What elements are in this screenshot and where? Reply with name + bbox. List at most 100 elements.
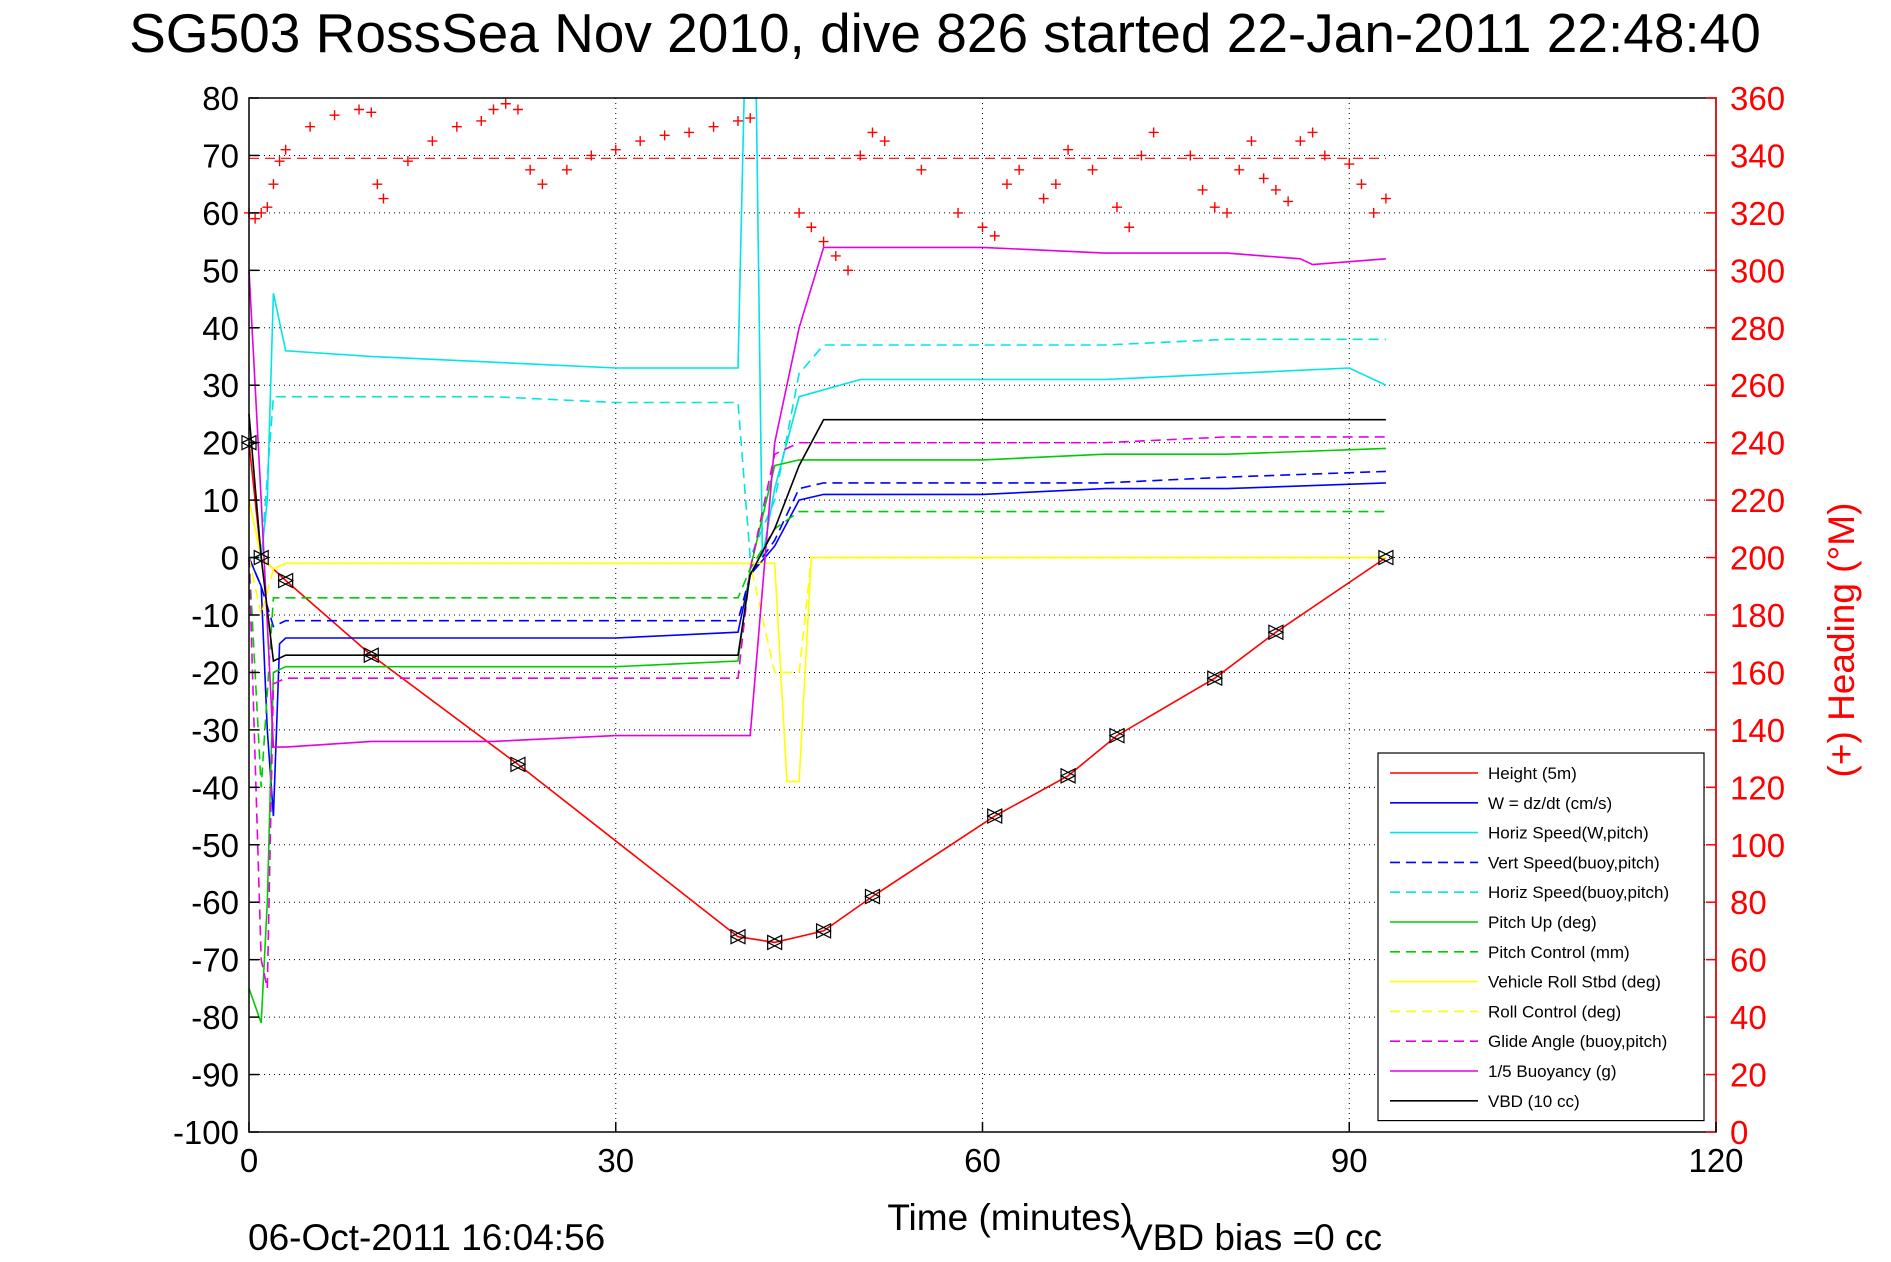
heading-point <box>1356 179 1367 190</box>
left-tick-label: -80 <box>191 999 239 1036</box>
right-axis-label: (+) Heading (°M) <box>1821 503 1862 778</box>
series-line-height-5m <box>248 442 1387 944</box>
right-tick-label: 40 <box>1730 999 1767 1036</box>
heading-point <box>537 179 548 190</box>
height-sample-marker <box>815 922 832 939</box>
legend-label-vert-speed-buoy-pitch: Vert Speed(buoy,pitch) <box>1488 853 1660 872</box>
heading-point <box>1185 150 1196 161</box>
series-line-roll-control-deg <box>248 556 1386 674</box>
left-axis-ticks: 80 70 60 50 40 30 20 10 0 -10 -20 -30 -40 -50 -60 -70 -8… <box>173 80 259 1151</box>
heading-point <box>818 236 829 247</box>
left-tick-label: -50 <box>191 827 239 864</box>
heading-point <box>1063 144 1074 155</box>
heading-point <box>354 104 365 115</box>
heading-point <box>1111 202 1122 213</box>
heading-point <box>1197 184 1208 195</box>
heading-point <box>402 156 413 167</box>
x-tick-label: 90 <box>1331 1142 1368 1179</box>
heading-point <box>989 230 1000 241</box>
left-tick-label: 30 <box>202 367 239 404</box>
heading-point <box>1148 127 1159 138</box>
heading-point <box>745 113 756 124</box>
heading-point <box>867 127 878 138</box>
plot-lines <box>248 97 1387 1024</box>
height-sample-marker <box>729 928 747 945</box>
right-tick-label: 340 <box>1730 137 1785 174</box>
legend-box <box>1377 752 1705 1122</box>
heading-point <box>684 127 695 138</box>
right-tick-label: 360 <box>1730 80 1785 117</box>
heading-point <box>1234 164 1245 175</box>
left-tick-label: -30 <box>191 712 239 749</box>
right-axis-ticks: 3603403203002802602402202001801601401201… <box>1706 80 1785 1151</box>
heading-point <box>794 207 805 218</box>
heading-point <box>916 164 927 175</box>
heading-point <box>427 136 438 147</box>
legend-label-vbd-10-cc: VBD (10 cc) <box>1488 1092 1580 1111</box>
legend-label-height-5m: Height (5m) <box>1488 764 1577 783</box>
heading-point <box>366 107 377 118</box>
left-tick-label: -90 <box>191 1057 239 1094</box>
height-sample-marker <box>864 888 881 905</box>
right-tick-label: 220 <box>1730 482 1785 519</box>
legend-label-pitch-up-deg: Pitch Up (deg) <box>1488 913 1597 932</box>
legend-label-horiz-speed-w-pitch: Horiz Speed(W,pitch) <box>1488 824 1649 843</box>
left-tick-label: 60 <box>202 195 239 232</box>
footer-vbd-bias: VBD bias =0 cc <box>1128 1217 1382 1258</box>
heading-point <box>1368 207 1379 218</box>
legend-label-glide-angle-buoy-pitch: Glide Angle (buoy,pitch) <box>1488 1032 1667 1051</box>
right-tick-label: 100 <box>1730 827 1785 864</box>
left-tick-label: -20 <box>191 654 239 691</box>
left-tick-label: -10 <box>191 597 239 634</box>
right-tick-label: 260 <box>1730 367 1785 404</box>
height-sample-marker <box>1206 670 1224 687</box>
right-tick-label: 80 <box>1730 884 1767 921</box>
heading-point <box>953 207 964 218</box>
x-tick-label: 30 <box>597 1142 634 1179</box>
heading-point <box>830 250 841 261</box>
left-tick-label: -100 <box>173 1114 239 1151</box>
right-tick-label: 240 <box>1730 425 1785 462</box>
x-axis-ticks: 0 30 60 90 120 <box>240 1122 1744 1179</box>
heading-point <box>659 130 670 141</box>
heading-point <box>512 104 523 115</box>
left-tick-label: -60 <box>191 884 239 921</box>
series-line-horiz-speed-buoy-pitch <box>249 338 1386 559</box>
right-tick-label: 180 <box>1730 597 1785 634</box>
height-sample-marker <box>1059 767 1077 784</box>
left-tick-label: -70 <box>191 942 239 979</box>
series-line-vehicle-roll-stbd-deg <box>248 499 1386 783</box>
heading-point <box>451 121 462 132</box>
right-tick-label: 20 <box>1730 1057 1767 1094</box>
height-sample-marker <box>1267 624 1285 641</box>
heading-point <box>1283 196 1294 207</box>
heading-point <box>1087 164 1098 175</box>
heading-point <box>879 136 890 147</box>
series-line-glide-angle-buoy-pitch <box>248 436 1386 989</box>
height-sample-marker <box>766 934 784 951</box>
heading-point <box>855 150 866 161</box>
heading-point <box>1270 184 1281 195</box>
heading-point <box>1124 222 1135 233</box>
left-tick-label: 80 <box>202 80 239 117</box>
left-tick-label: 20 <box>202 425 239 462</box>
heading-point <box>806 222 817 233</box>
height-sample-marker <box>1377 549 1395 566</box>
heading-point <box>274 156 285 167</box>
chart-title: SG503 RossSea Nov 2010, dive 826 started… <box>129 2 1761 64</box>
heading-point <box>1209 202 1220 213</box>
series-line-1-5-buoyancy-g <box>248 246 1386 748</box>
right-tick-label: 160 <box>1730 654 1785 691</box>
heading-point <box>488 104 499 115</box>
footer-timestamp: 06-Oct-2011 16:04:56 <box>248 1217 605 1258</box>
heading-point <box>1380 193 1391 204</box>
heading-point <box>843 265 854 276</box>
heading-point <box>476 115 487 126</box>
left-tick-label: 50 <box>202 252 239 289</box>
series-line-vbd-10-cc <box>248 413 1386 663</box>
left-tick-label: -40 <box>191 769 239 806</box>
series-line-vert-speed-buoy-pitch <box>248 470 1386 628</box>
left-tick-label: 0 <box>221 540 239 577</box>
right-tick-label: 300 <box>1730 252 1785 289</box>
